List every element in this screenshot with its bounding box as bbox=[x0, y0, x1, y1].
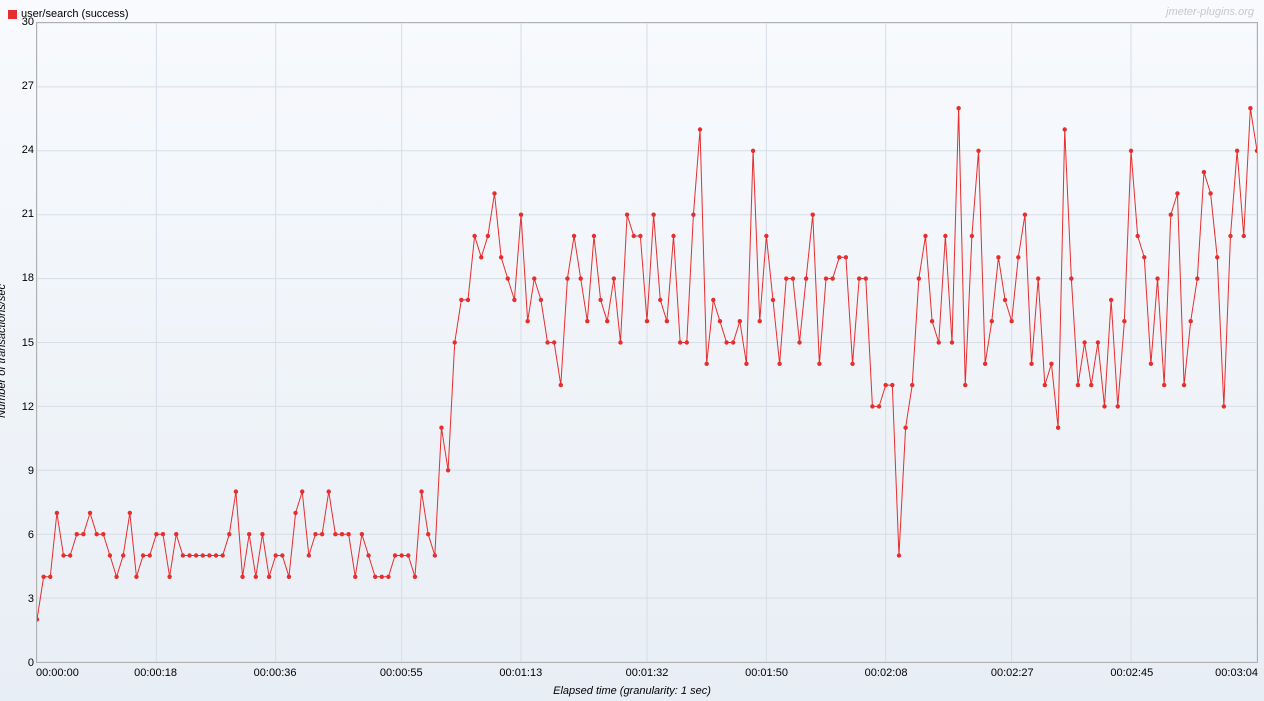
x-tick: 00:00:36 bbox=[254, 667, 297, 679]
y-tick: 15 bbox=[22, 337, 34, 349]
x-tick: 00:03:04 bbox=[1215, 667, 1258, 679]
x-tick: 00:00:55 bbox=[380, 667, 423, 679]
x-tick: 00:00:00 bbox=[36, 667, 79, 679]
x-tick: 00:01:13 bbox=[499, 667, 542, 679]
y-tick: 3 bbox=[28, 593, 34, 605]
x-tick: 00:00:18 bbox=[134, 667, 177, 679]
chart-plot-area bbox=[36, 22, 1258, 663]
x-axis-label: Elapsed time (granularity: 1 sec) bbox=[553, 685, 711, 697]
y-tick: 0 bbox=[28, 657, 34, 669]
x-tick: 00:02:45 bbox=[1110, 667, 1153, 679]
series-line bbox=[37, 23, 1257, 662]
y-tick: 18 bbox=[22, 272, 34, 284]
x-tick: 00:02:08 bbox=[865, 667, 908, 679]
y-tick: 21 bbox=[22, 208, 34, 220]
y-axis-label: Number of transactions/sec bbox=[0, 284, 8, 418]
plot-border bbox=[36, 22, 1258, 663]
watermark-text: jmeter-plugins.org bbox=[1166, 6, 1254, 18]
y-tick: 24 bbox=[22, 144, 34, 156]
x-tick: 00:01:50 bbox=[745, 667, 788, 679]
legend-marker-icon bbox=[8, 10, 17, 19]
y-tick: 9 bbox=[28, 465, 34, 477]
y-tick: 6 bbox=[28, 529, 34, 541]
legend-label: user/search (success) bbox=[21, 8, 129, 20]
x-tick: 00:02:27 bbox=[991, 667, 1034, 679]
y-tick: 27 bbox=[22, 80, 34, 92]
y-tick: 12 bbox=[22, 401, 34, 413]
y-tick: 30 bbox=[22, 16, 34, 28]
x-tick: 00:01:32 bbox=[626, 667, 669, 679]
